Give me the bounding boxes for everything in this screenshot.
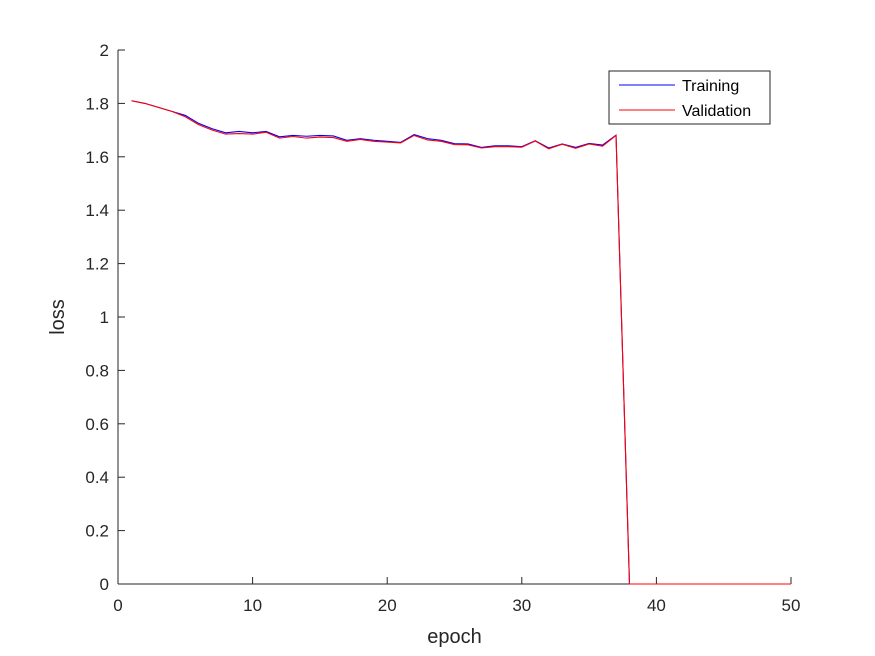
y-tick-label: 0.6: [85, 415, 109, 434]
x-tick-label: 30: [512, 596, 531, 615]
series-layer: [131, 100, 791, 585]
y-tick-label: 0.4: [85, 468, 109, 487]
y-tick-label: 1.6: [85, 148, 109, 167]
y-tick-label: 1: [100, 308, 109, 327]
x-tick-label: 10: [243, 596, 262, 615]
y-tick-label: 0.8: [85, 361, 109, 380]
legend-label-training: Training: [682, 78, 739, 95]
y-tick-label: 0: [100, 575, 109, 594]
legend-label-validation: Validation: [682, 103, 751, 120]
legend-box: [608, 70, 771, 125]
x-tick-label: 0: [113, 596, 122, 615]
x-tick-label: 40: [647, 596, 666, 615]
series-line-validation: [131, 100, 791, 585]
legend: Training Validation: [608, 70, 771, 125]
x-tick-label: 20: [378, 596, 397, 615]
y-tick-label: 1.2: [85, 255, 109, 274]
axes: 0 10 20 30 40 50 0 0.2 0.4 0.6 0.8 1 1.2 1.4 1.6 1.8 2: [85, 41, 800, 615]
y-tick-label: 1.8: [85, 94, 109, 113]
y-tick-label: 0.2: [85, 522, 109, 541]
series-line-training: [131, 100, 791, 585]
y-axis-label: loss: [47, 299, 69, 335]
x-tick-label: 50: [782, 596, 801, 615]
x-axis-label: epoch: [427, 626, 482, 648]
y-tick-label: 2: [100, 41, 109, 60]
y-tick-label: 1.4: [85, 201, 109, 220]
